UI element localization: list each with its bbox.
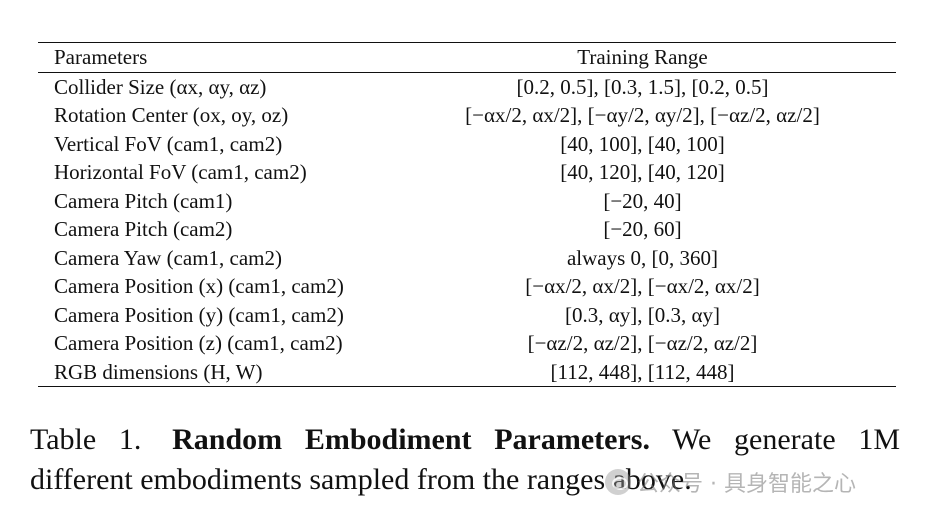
caption-text: We generate 1M different embodiments sam…	[30, 423, 901, 496]
table-row: Vertical FoV (cam1, cam2) [40, 100], [40,…	[38, 130, 896, 159]
row-training-range: [−20, 40]	[603, 188, 682, 213]
row-parameter: Camera Yaw (cam1, cam2)	[54, 245, 283, 270]
table-row: Camera Position (z) (cam1, cam2) [−αz/2, …	[38, 329, 896, 358]
table-body: Collider Size (αx, αy, αz) [0.2, 0.5], [0…	[38, 72, 896, 387]
row-parameter: RGB dimensions (H, W)	[54, 359, 263, 384]
row-training-range: [−20, 60]	[603, 217, 682, 241]
row-training-range: [−αx/2, αx/2], [−αx/2, αx/2]	[525, 274, 760, 298]
table-row: Camera Yaw (cam1, cam2) always 0, [0, 360…	[38, 244, 896, 273]
row-training-range: [0.3, αy], [0.3, αy]	[565, 302, 720, 327]
parameters-table: Parameters Training Range Collider Size …	[38, 42, 896, 387]
row-parameter: Collider Size (αx, αy, αz)	[54, 74, 267, 99]
row-training-range: [40, 100], [40, 100]	[560, 131, 725, 156]
table-caption: Table 1. Random Embodiment Parameters. W…	[30, 420, 900, 500]
row-training-range: always 0, [0, 360]	[566, 245, 719, 270]
row-parameter: Camera Pitch (cam2)	[54, 217, 233, 241]
caption-label: Table 1.	[30, 423, 142, 456]
header-parameters: Parameters	[38, 42, 389, 73]
row-training-range: [−αz/2, αz/2], [−αz/2, αz/2]	[527, 331, 758, 355]
table-row: Collider Size (αx, αy, αz) [0.2, 0.5], [0…	[38, 72, 896, 101]
watermark: 公众号 · 具身智能之心	[605, 466, 856, 498]
row-training-range: [−αx/2, αx/2], [−αy/2, αy/2], [−αz/2, αz…	[465, 103, 820, 127]
row-parameter: Vertical FoV (cam1, cam2)	[54, 131, 283, 156]
table-row: RGB dimensions (H, W) [112, 448], [112, 4…	[38, 358, 896, 387]
row-training-range: [112, 448], [112, 448]	[550, 359, 735, 384]
row-parameter: Camera Position (z) (cam1, cam2)	[54, 331, 343, 355]
row-training-range: [0.2, 0.5], [0.3, 1.5], [0.2, 0.5]	[516, 74, 769, 99]
row-parameter: Camera Pitch (cam1)	[54, 188, 233, 213]
table-row: Rotation Center (ox, oy, oz) [−αx/2, αx/2…	[38, 101, 896, 130]
parameters-table-container: Parameters Training Range Collider Size …	[38, 42, 896, 387]
row-training-range: [40, 120], [40, 120]	[560, 160, 725, 184]
row-parameter: Camera Position (y) (cam1, cam2)	[54, 302, 344, 327]
wechat-logo-icon	[605, 469, 631, 495]
watermark-text: 公众号 · 具身智能之心	[637, 472, 856, 497]
table-row: Camera Position (y) (cam1, cam2) [0.3, αy…	[38, 301, 896, 330]
table-header-row: Parameters Training Range	[38, 42, 896, 73]
header-training-range: Training Range	[389, 42, 896, 73]
table-row: Horizontal FoV (cam1, cam2) [40, 120], [4…	[38, 158, 896, 187]
row-parameter: Camera Position (x) (cam1, cam2)	[54, 274, 344, 298]
table-row: Camera Pitch (cam2) [−20, 60]	[38, 215, 896, 244]
row-parameter: Horizontal FoV (cam1, cam2)	[54, 160, 307, 184]
row-parameter: Rotation Center (ox, oy, oz)	[54, 103, 289, 127]
caption-title: Random Embodiment Parameters.	[172, 423, 650, 456]
table-row: Camera Position (x) (cam1, cam2) [−αx/2, …	[38, 272, 896, 301]
table-row: Camera Pitch (cam1) [−20, 40]	[38, 187, 896, 216]
